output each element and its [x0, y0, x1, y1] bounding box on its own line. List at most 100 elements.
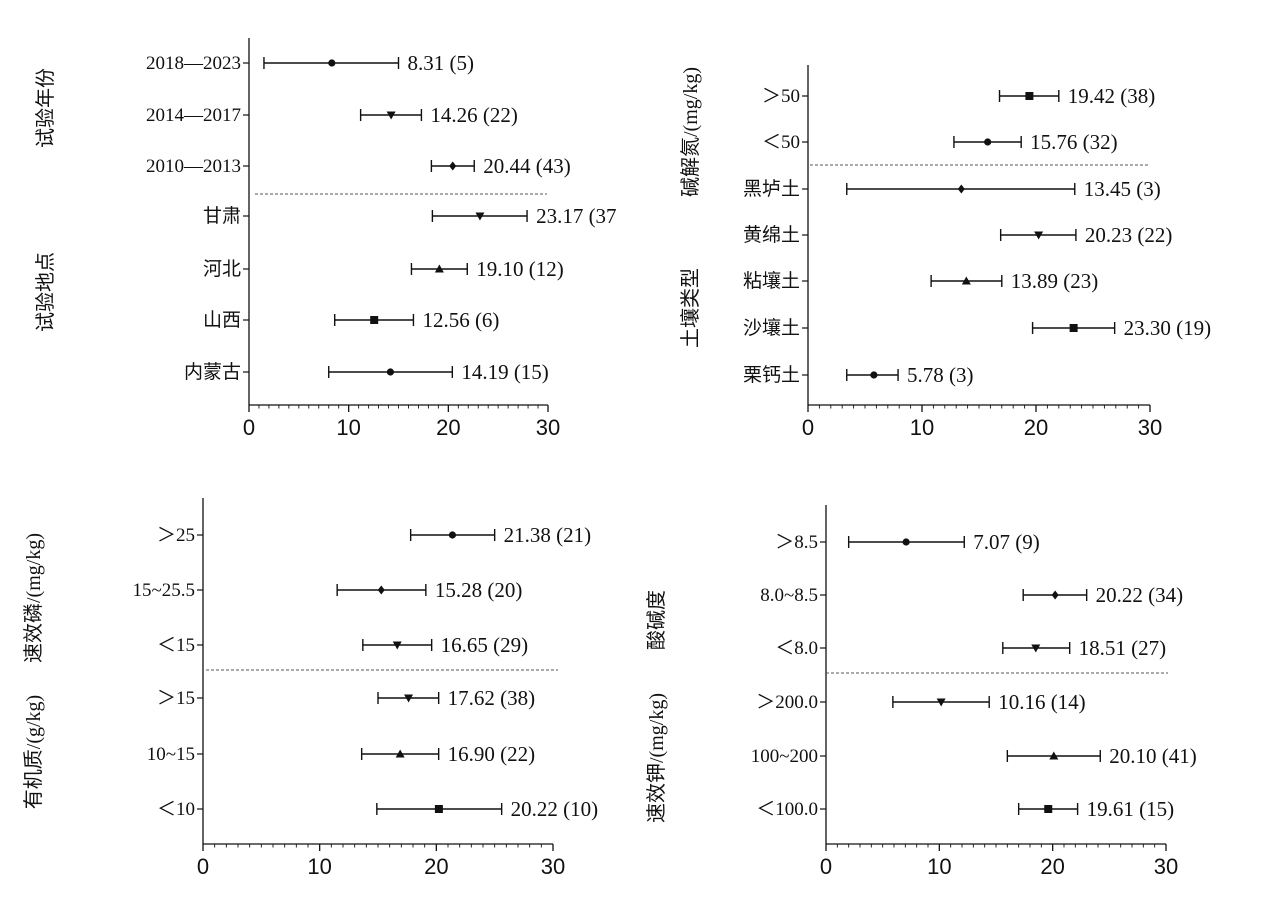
point-estimate-marker — [449, 161, 457, 171]
point-estimate-marker — [386, 111, 396, 120]
category-label: ＞25 — [157, 525, 195, 546]
category-label: 沙壤土 — [743, 317, 800, 339]
x-tick-label: 30 — [541, 854, 565, 879]
value-label: 5.78 (3) — [907, 363, 974, 387]
forest-row: ＞8.5 7.07 (9) — [775, 530, 1040, 554]
value-label: 21.38 (21) — [504, 523, 591, 547]
x-tick-label: 20 — [436, 415, 460, 440]
x-tick-label: 20 — [1024, 415, 1048, 440]
forest-row: 粘壤土 13.89 (23) — [743, 269, 1098, 293]
value-label: 19.10 (12) — [476, 257, 564, 281]
value-label: 13.45 (3) — [1084, 177, 1161, 201]
forest-row: ＜50 15.76 (32) — [762, 130, 1118, 154]
point-estimate-marker — [370, 316, 379, 324]
category-label: 100~200 — [751, 746, 818, 767]
value-label: 20.10 (41) — [1109, 744, 1197, 768]
forest-row: ＜15 16.65 (29) — [157, 633, 528, 657]
forest-row: 沙壤土 23.30 (19) — [743, 316, 1211, 340]
category-label: ＜50 — [762, 132, 800, 153]
category-label: ＞50 — [762, 86, 800, 107]
forest-panel-2: 0 10 20 30 碱解氮/(mg/kg) ＞50 19.42 (38) ＜50 15.76 … — [679, 65, 1211, 440]
point-estimate-marker — [434, 805, 443, 813]
forest-row: 100~200 20.10 (41) — [751, 744, 1197, 768]
point-estimate-marker — [395, 749, 405, 758]
forest-panel-1: 0 10 20 30 试验年份 2018—2023 8.31 (5) 2014—2017 14.… — [34, 38, 617, 440]
category-label: ＞200.0 — [756, 692, 818, 713]
value-label: 12.56 (6) — [422, 308, 499, 332]
point-estimate-marker — [984, 138, 992, 146]
category-label: 黑垆土 — [743, 178, 800, 200]
x-tick-label: 0 — [243, 415, 255, 440]
forest-row: ＞50 19.42 (38) — [762, 84, 1155, 108]
x-tick-label: 30 — [536, 415, 560, 440]
forest-panel-4: 0 10 20 30 酸碱度 ＞8.5 7.07 (9) 8.0~8.5 20.22 (34) ＜… — [645, 505, 1197, 879]
x-tick-label: 0 — [197, 854, 209, 879]
category-label: ＜100.0 — [756, 799, 818, 820]
forest-row: 黑垆土 13.45 (3) — [743, 177, 1161, 201]
forest-row: ＜10 20.22 (10) — [157, 797, 598, 821]
forest-row: 河北 19.10 (12) — [203, 257, 564, 281]
category-label: 粘壤土 — [743, 270, 800, 292]
category-label: 8.0~8.5 — [760, 585, 818, 606]
x-tick-label: 0 — [802, 415, 814, 440]
point-estimate-marker — [392, 641, 402, 650]
group-label: 碱解氮/(mg/kg) — [679, 67, 702, 197]
point-estimate-marker — [434, 264, 444, 273]
value-label: 20.22 (34) — [1096, 583, 1184, 607]
category-label: 2014—2017 — [146, 105, 241, 126]
x-tick-label: 10 — [307, 854, 331, 879]
category-label: ＜10 — [157, 799, 195, 820]
value-label: 14.19 (15) — [461, 360, 549, 384]
forest-row: ＞15 17.62 (38) — [157, 686, 535, 710]
group-label: 土壤类型 — [679, 268, 702, 348]
forest-row: 2018—2023 8.31 (5) — [146, 51, 474, 75]
group-label: 试验年份 — [34, 68, 57, 148]
group-label: 速效钾/(mg/kg) — [645, 693, 668, 823]
value-label: 8.31 (5) — [408, 51, 475, 75]
forest-row: ＜100.0 19.61 (15) — [756, 797, 1174, 821]
category-label: 2010—2013 — [146, 156, 241, 177]
category-label: ＞8.5 — [775, 532, 818, 553]
forest-row: 2014—2017 14.26 (22) — [146, 103, 518, 127]
forest-panel-3: 0 10 20 30 速效磷/(mg/kg) ＞25 21.38 (21) 15~25.5 15… — [22, 498, 598, 879]
value-label: 7.07 (9) — [973, 530, 1039, 554]
x-tick-label: 10 — [927, 854, 951, 879]
forest-row: 15~25.5 15.28 (20) — [132, 578, 522, 602]
forest-row: 栗钙土 5.78 (3) — [743, 363, 974, 387]
value-label: 20.22 (10) — [511, 797, 598, 821]
x-tick-label: 20 — [424, 854, 448, 879]
x-tick-label: 10 — [910, 415, 934, 440]
value-label: 17.62 (38) — [448, 686, 535, 710]
category-label: 山西 — [203, 309, 241, 331]
category-label: 内蒙古 — [184, 361, 241, 383]
forest-row: 2010—2013 20.44 (43) — [146, 154, 571, 178]
forest-row: 甘肃 23.17 (37 — [203, 204, 617, 228]
category-label: 15~25.5 — [132, 580, 195, 601]
value-label: 20.23 (22) — [1085, 223, 1173, 247]
x-tick-label: 10 — [336, 415, 360, 440]
point-estimate-marker — [1069, 324, 1078, 332]
forest-row: ＜8.0 18.51 (27) — [775, 636, 1166, 660]
x-tick-label: 30 — [1154, 854, 1178, 879]
point-estimate-marker — [377, 585, 385, 595]
forest-row: 8.0~8.5 20.22 (34) — [760, 583, 1183, 607]
group-label: 速效磷/(mg/kg) — [22, 533, 45, 663]
point-estimate-marker — [902, 538, 910, 546]
point-estimate-marker — [404, 694, 414, 703]
category-label: ＜15 — [157, 635, 195, 656]
value-label: 13.89 (23) — [1011, 269, 1099, 293]
value-label: 19.61 (15) — [1087, 797, 1175, 821]
point-estimate-marker — [1025, 92, 1034, 100]
x-tick-label: 0 — [820, 854, 832, 879]
point-estimate-marker — [1031, 644, 1041, 653]
value-label: 20.44 (43) — [483, 154, 571, 178]
value-label: 23.30 (19) — [1124, 316, 1212, 340]
category-label: 黄绵土 — [743, 224, 800, 246]
point-estimate-marker — [936, 698, 946, 707]
category-label: 10~15 — [147, 744, 195, 765]
point-estimate-marker — [1049, 751, 1059, 760]
category-label: 2018—2023 — [146, 53, 241, 74]
forest-row: ＞200.0 10.16 (14) — [756, 690, 1085, 714]
point-estimate-marker — [1044, 805, 1053, 813]
